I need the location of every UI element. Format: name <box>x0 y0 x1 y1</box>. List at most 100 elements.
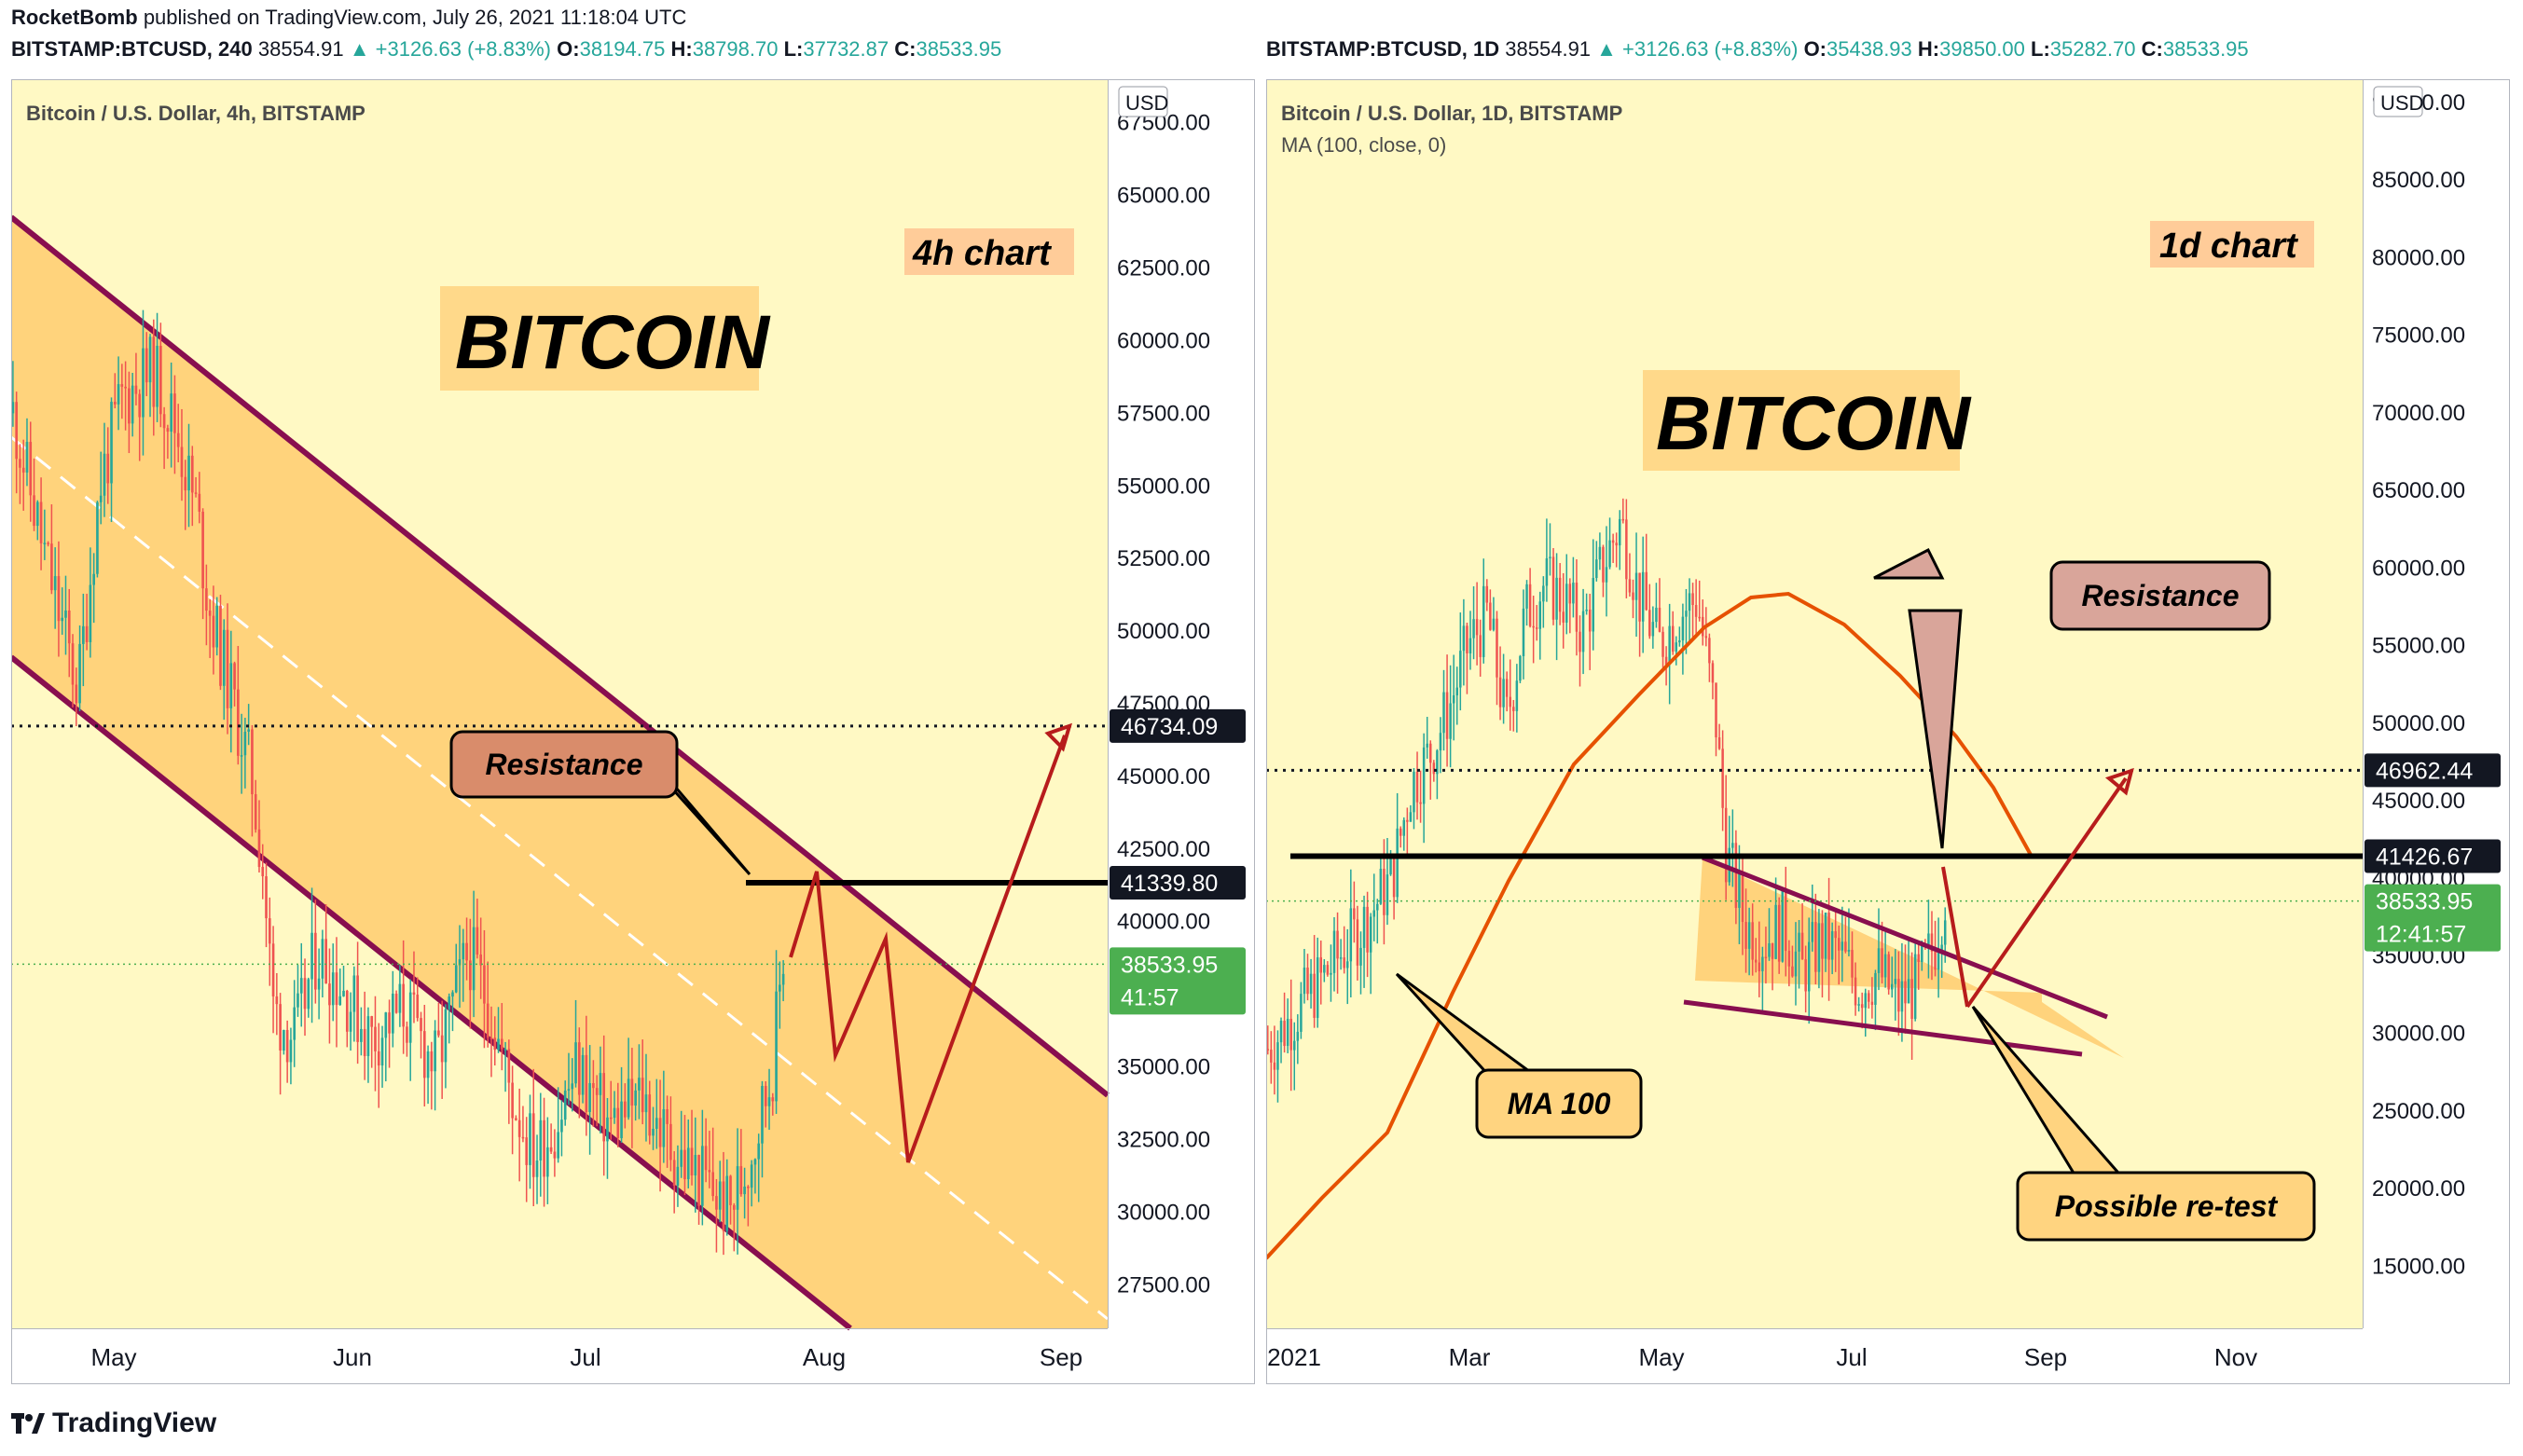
left-chart-title: Bitcoin / U.S. Dollar, 4h, BITSTAMP <box>26 102 365 125</box>
candle <box>50 543 53 591</box>
candle <box>503 1049 507 1051</box>
candle <box>321 939 324 979</box>
candle <box>43 543 47 544</box>
candle <box>317 978 321 990</box>
candle <box>1565 584 1568 623</box>
candle <box>1396 828 1399 898</box>
candle <box>1785 890 1787 952</box>
candle <box>771 1097 775 1102</box>
candle <box>1372 910 1375 917</box>
candle <box>275 996 279 1005</box>
candle <box>335 972 338 1006</box>
candle <box>1581 611 1585 652</box>
resistance-price-label-box <box>1110 865 1246 900</box>
y-tick-label: 55000.00 <box>2372 634 2465 659</box>
candle <box>212 615 215 648</box>
y-tick-label: 75000.00 <box>2372 323 2465 349</box>
wedge-lower-line <box>1683 999 2083 1057</box>
candle <box>1270 1050 1273 1063</box>
candle <box>1728 847 1731 883</box>
candle <box>1664 656 1668 666</box>
candle <box>1874 972 1877 1005</box>
target-price-label: 46734.09 <box>1121 714 1218 740</box>
left-high: 38798.70 <box>692 37 779 61</box>
y-tick-label: 15000.00 <box>2372 1254 2465 1279</box>
candle <box>1894 979 1897 984</box>
candle <box>1538 601 1542 629</box>
ma-callout-label: MA 100 <box>1508 1087 1611 1120</box>
x-tick-label: Aug <box>803 1343 846 1371</box>
right-open: 35438.93 <box>1827 37 1912 61</box>
candle <box>25 442 29 473</box>
candle <box>1897 979 1900 1012</box>
candle <box>672 1160 676 1186</box>
candle <box>1937 952 1940 970</box>
candle <box>219 605 222 686</box>
candle <box>1934 951 1937 970</box>
candle <box>1266 1049 1270 1051</box>
candle <box>384 1012 388 1038</box>
candle <box>1734 843 1738 908</box>
candle <box>1602 546 1605 583</box>
candle <box>722 1181 725 1231</box>
candle <box>117 384 120 405</box>
candle <box>1651 622 1655 637</box>
candle <box>1791 966 1794 977</box>
candle <box>1415 771 1419 803</box>
candle <box>553 1151 557 1159</box>
tradingview-logo[interactable]: TradingView <box>11 1408 216 1439</box>
y-tick-label: 52500.00 <box>1117 546 1210 571</box>
candle <box>1535 627 1538 629</box>
candle <box>1844 941 1847 952</box>
candle <box>1462 625 1466 652</box>
candle <box>1525 584 1528 609</box>
candle <box>739 1166 743 1195</box>
candle <box>1864 993 1868 1009</box>
candle <box>1841 941 1844 951</box>
candle <box>1711 663 1715 683</box>
candle <box>476 927 479 955</box>
candle <box>1293 1040 1296 1051</box>
candle <box>1807 941 1811 992</box>
candle <box>606 1117 609 1142</box>
candle <box>1588 609 1592 632</box>
candle <box>1694 605 1698 617</box>
candle <box>1313 973 1316 1018</box>
left-symbol: BITSTAMP:BTCUSD, 240 <box>11 37 253 61</box>
x-tick-label: Nov <box>2214 1343 2257 1371</box>
y-tick-label: 62500.00 <box>1117 256 1210 282</box>
candle <box>624 1101 627 1118</box>
candle <box>261 867 265 877</box>
candle <box>761 1085 764 1144</box>
candle <box>1930 933 1934 952</box>
candle <box>233 663 236 690</box>
candle <box>1496 618 1498 678</box>
candle <box>222 629 226 686</box>
candle <box>1330 972 1332 975</box>
target-price-label: 46962.44 <box>2376 758 2473 784</box>
left-close: 38533.95 <box>916 37 1002 61</box>
candle <box>271 943 275 996</box>
y-tick-label: 45000.00 <box>1117 764 1210 790</box>
channel-lower-line <box>11 654 852 1331</box>
candle <box>1445 692 1449 739</box>
currency-box <box>1118 86 1168 117</box>
candle <box>285 1029 289 1063</box>
candle <box>1475 619 1479 636</box>
candle <box>1598 546 1602 560</box>
projection-arrow <box>1965 776 2128 1009</box>
candle <box>124 386 127 389</box>
right-plot-area <box>1266 79 2363 1328</box>
right-chart-1d[interactable]: BITCOIN 1d chart Resistance MA 100 Possible … <box>1266 79 2510 1384</box>
candle <box>1781 890 1784 962</box>
candle <box>718 1181 722 1210</box>
candle <box>205 588 208 611</box>
candle <box>1579 631 1581 652</box>
candle <box>563 1091 567 1120</box>
candle <box>1731 843 1734 848</box>
x-tick-label: 2021 <box>1267 1343 1321 1371</box>
candle <box>1834 931 1837 939</box>
candle <box>75 684 78 704</box>
candle <box>1452 694 1455 704</box>
